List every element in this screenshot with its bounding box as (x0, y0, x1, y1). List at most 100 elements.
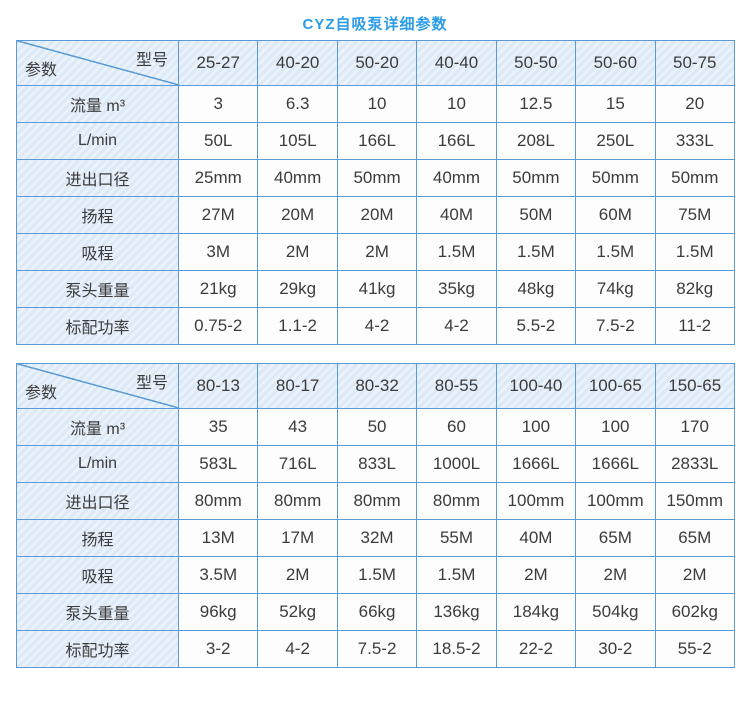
value-cell: 82kg (654, 270, 735, 308)
value-cell: 7.5-2 (575, 307, 656, 345)
value-cell: 50mm (654, 159, 735, 197)
value-cell: 1.5M (575, 233, 656, 271)
spec-table: 型号 参数 25-27 40-20 50-20 40-40 50-50 50-60 50-75 流… (16, 40, 735, 345)
table-row: 流量 m³ 35 43 50 60 100 100 170 (16, 408, 735, 446)
model-header-cell: 100-65 (575, 363, 656, 409)
value-cell: 602kg (654, 593, 735, 631)
value-cell: 20M (257, 196, 338, 234)
table-row: 进出口径 25mm 40mm 50mm 40mm 50mm 50mm 50mm (16, 159, 735, 197)
value-cell: 48kg (495, 270, 577, 308)
value-cell: 1.5M (336, 556, 418, 594)
value-cell: 1666L (495, 445, 577, 483)
table-row: 吸程 3M 2M 2M 1.5M 1.5M 1.5M 1.5M (16, 233, 735, 271)
value-cell: 35kg (416, 270, 497, 308)
param-label-cell: 流量 m³ (16, 408, 179, 446)
value-cell: 40M (495, 519, 577, 557)
diagonal-divider (17, 41, 178, 85)
param-label-cell: 泵头重量 (16, 270, 179, 308)
corner-cell: 型号 参数 (16, 363, 179, 409)
value-cell: 100mm (495, 482, 577, 520)
value-cell: 1.5M (654, 233, 735, 271)
value-cell: 2833L (654, 445, 735, 483)
value-cell: 150mm (654, 482, 735, 520)
model-header-cell: 40-20 (257, 40, 338, 86)
value-cell: 80mm (336, 482, 418, 520)
model-header-cell: 40-40 (416, 40, 497, 86)
param-label-cell: 进出口径 (16, 482, 179, 520)
page-title: CYZ自吸泵详细参数 (302, 16, 448, 33)
value-cell: 4-2 (336, 307, 418, 345)
table-row: 泵头重量 96kg 52kg 66kg 136kg 184kg 504kg 602kg (16, 593, 735, 631)
value-cell: 716L (257, 445, 338, 483)
model-header-cell: 80-32 (336, 363, 418, 409)
value-cell: 29kg (257, 270, 338, 308)
value-cell: 74kg (575, 270, 656, 308)
table-row: 流量 m³ 3 6.3 10 10 12.5 15 20 (16, 85, 735, 123)
value-cell: 2M (257, 556, 338, 594)
corner-cell: 型号 参数 (16, 40, 179, 86)
model-header-cell: 80-13 (177, 363, 259, 409)
value-cell: 1.5M (416, 556, 497, 594)
table-row: L/min 583L 716L 833L 1000L 1666L 1666L 2833L (16, 445, 735, 483)
value-cell: 55M (416, 519, 497, 557)
model-header-cell: 50-75 (654, 40, 735, 86)
param-label-cell: L/min (16, 122, 179, 160)
value-cell: 583L (177, 445, 259, 483)
value-cell: 100 (495, 408, 577, 446)
value-cell: 2M (257, 233, 338, 271)
model-header-cell: 50-50 (495, 40, 577, 86)
value-cell: 12.5 (495, 85, 577, 123)
param-label-cell: 泵头重量 (16, 593, 179, 631)
table-row: 吸程 3.5M 2M 1.5M 1.5M 2M 2M 2M (16, 556, 735, 594)
value-cell: 10 (416, 85, 497, 123)
value-cell: 1.5M (416, 233, 497, 271)
table-row: 进出口径 80mm 80mm 80mm 80mm 100mm 100mm 150mm (16, 482, 735, 520)
value-cell: 18.5-2 (416, 630, 497, 668)
param-label-cell: 标配功率 (16, 630, 179, 668)
value-cell: 166L (416, 122, 497, 160)
model-header-cell: 150-65 (654, 363, 735, 409)
model-header-cell: 50-20 (336, 40, 418, 86)
value-cell: 35 (177, 408, 259, 446)
value-cell: 41kg (336, 270, 418, 308)
value-cell: 504kg (575, 593, 656, 631)
value-cell: 40mm (257, 159, 338, 197)
value-cell: 136kg (416, 593, 497, 631)
value-cell: 1.1-2 (257, 307, 338, 345)
value-cell: 166L (336, 122, 418, 160)
param-label-cell: 扬程 (16, 519, 179, 557)
value-cell: 66kg (336, 593, 418, 631)
value-cell: 100mm (575, 482, 656, 520)
param-label-cell: 标配功率 (16, 307, 179, 345)
value-cell: 3 (177, 85, 259, 123)
spec-table-1: 型号 参数 25-27 40-20 50-20 40-40 50-50 50-60 50-75 流… (16, 40, 735, 345)
value-cell: 60 (416, 408, 497, 446)
value-cell: 13M (177, 519, 259, 557)
value-cell: 75M (654, 196, 735, 234)
table-row: 标配功率 3-2 4-2 7.5-2 18.5-2 22-2 30-2 55-2 (16, 630, 735, 668)
value-cell: 27M (177, 196, 259, 234)
value-cell: 4-2 (416, 307, 497, 345)
value-cell: 80mm (416, 482, 497, 520)
value-cell: 1.5M (495, 233, 577, 271)
value-cell: 22-2 (495, 630, 577, 668)
value-cell: 2M (336, 233, 418, 271)
value-cell: 7.5-2 (336, 630, 418, 668)
value-cell: 21kg (177, 270, 259, 308)
value-cell: 20 (654, 85, 735, 123)
header-row: 型号 参数 80-13 80-17 80-32 80-55 100-40 100-65 150-… (16, 363, 735, 409)
value-cell: 80mm (257, 482, 338, 520)
value-cell: 250L (575, 122, 656, 160)
value-cell: 32M (336, 519, 418, 557)
value-cell: 25mm (177, 159, 259, 197)
value-cell: 50mm (336, 159, 418, 197)
value-cell: 100 (575, 408, 656, 446)
value-cell: 1000L (416, 445, 497, 483)
model-header-cell: 80-17 (257, 363, 338, 409)
value-cell: 96kg (177, 593, 259, 631)
model-header-cell: 50-60 (575, 40, 656, 86)
value-cell: 40mm (416, 159, 497, 197)
value-cell: 184kg (495, 593, 577, 631)
value-cell: 52kg (257, 593, 338, 631)
header-row: 型号 参数 25-27 40-20 50-20 40-40 50-50 50-60 50-75 (16, 40, 735, 86)
